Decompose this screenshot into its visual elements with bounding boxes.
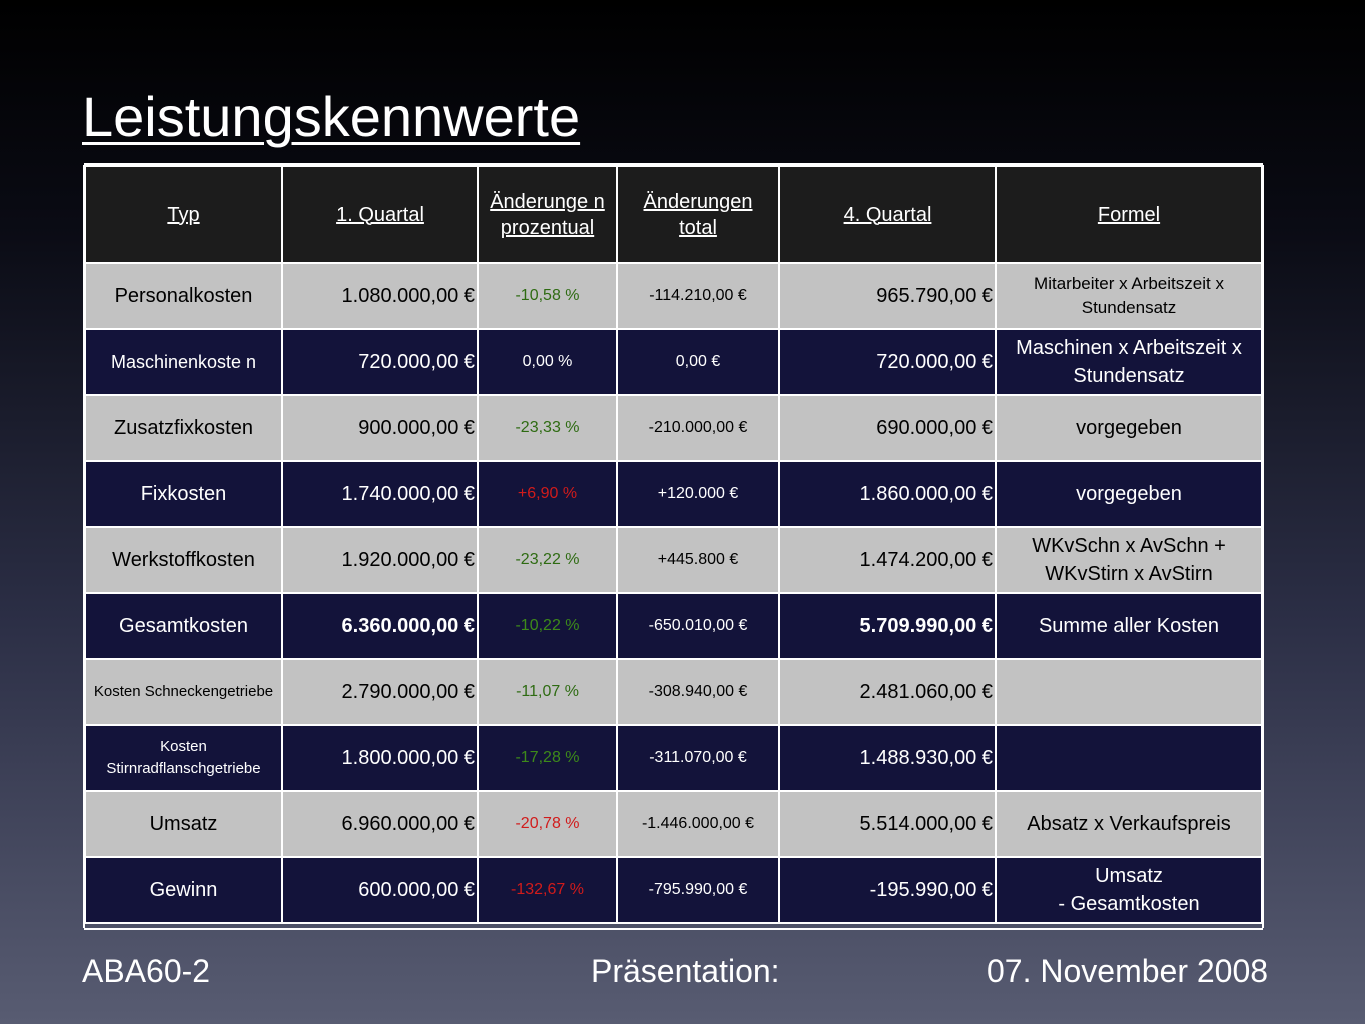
cell-typ: Werkstoffkosten [84, 526, 283, 594]
cell-q1: 1.800.000,00 € [281, 724, 479, 792]
footer-course: ABA60-2 [82, 953, 211, 989]
cell-q4: 2.481.060,00 € [778, 658, 997, 726]
slide-title: Leistungskennwerte [82, 85, 581, 148]
cell-typ: Fixkosten [84, 460, 283, 528]
cell-pct: -23,22 % [477, 526, 618, 594]
header-formel: Formel [995, 165, 1263, 264]
table-header-row: Typ 1. Quartal Änderunge n prozentual Än… [84, 165, 1263, 264]
table-row: Gewinn 600.000,00 € -132,67 % -795.990,0… [84, 856, 1263, 924]
footer-date: 07. November 2008 [987, 953, 1269, 989]
table-row: Werkstoffkosten 1.920.000,00 € -23,22 % … [84, 526, 1263, 594]
cell-total: -308.940,00 € [616, 658, 780, 726]
header-typ: Typ [84, 165, 283, 264]
cell-formel: vorgegeben [995, 460, 1263, 528]
formel-line-2: - Gesamtkosten [1058, 893, 1200, 915]
formel-line-1: Umsatz [1095, 865, 1163, 887]
table-row: Zusatzfixkosten 900.000,00 € -23,33 % -2… [84, 394, 1263, 462]
header-pct: Änderunge n prozentual [477, 165, 618, 264]
cell-q4: 5.514.000,00 € [778, 790, 997, 858]
kennwerte-table-wrapper: Typ 1. Quartal Änderunge n prozentual Än… [83, 163, 1264, 930]
cell-q1: 900.000,00 € [281, 394, 479, 462]
cell-formel: Mitarbeiter x Arbeitszeit x Stundensatz [995, 262, 1263, 330]
cell-q1: 1.080.000,00 € [281, 262, 479, 330]
cell-typ: Kosten Schneckengetriebe [84, 658, 283, 726]
cell-formel: WKvSchn x AvSchn + WKvStirn x AvStirn [995, 526, 1263, 594]
cell-total: +120.000 € [616, 460, 780, 528]
cell-q4: 5.709.990,00 € [778, 592, 997, 660]
cell-total: -114.210,00 € [616, 262, 780, 330]
cell-pct: -132,67 % [477, 856, 618, 924]
footer-presentation: Präsentation: [591, 953, 780, 989]
cell-total: 0,00 € [616, 328, 780, 396]
header-q1: 1. Quartal [281, 165, 479, 264]
cell-pct: -10,58 % [477, 262, 618, 330]
cell-q4: 1.488.930,00 € [778, 724, 997, 792]
table-row: Kosten Stirnradflanschgetriebe 1.800.000… [84, 724, 1263, 792]
cell-formel: Umsatz - Gesamtkosten [995, 856, 1263, 924]
cell-pct: +6,90 % [477, 460, 618, 528]
kennwerte-table: Typ 1. Quartal Änderunge n prozentual Än… [84, 165, 1263, 924]
cell-typ: Gewinn [84, 856, 283, 924]
cell-typ: Umsatz [84, 790, 283, 858]
cell-formel [995, 724, 1263, 792]
cell-formel: Maschinen x Arbeitszeit x Stundensatz [995, 328, 1263, 396]
table-row: Personalkosten 1.080.000,00 € -10,58 % -… [84, 262, 1263, 330]
cell-pct: -17,28 % [477, 724, 618, 792]
cell-typ: Zusatzfixkosten [84, 394, 283, 462]
table-row: Kosten Schneckengetriebe 2.790.000,00 € … [84, 658, 1263, 726]
header-q4: 4. Quartal [778, 165, 997, 264]
cell-q4: 690.000,00 € [778, 394, 997, 462]
cell-q1: 2.790.000,00 € [281, 658, 479, 726]
cell-q1: 6.960.000,00 € [281, 790, 479, 858]
cell-formel [995, 658, 1263, 726]
table-row: Fixkosten 1.740.000,00 € +6,90 % +120.00… [84, 460, 1263, 528]
cell-pct: 0,00 % [477, 328, 618, 396]
cell-total: -210.000,00 € [616, 394, 780, 462]
cell-pct: -10,22 % [477, 592, 618, 660]
cell-q1: 600.000,00 € [281, 856, 479, 924]
cell-typ: Personalkosten [84, 262, 283, 330]
cell-q1: 1.920.000,00 € [281, 526, 479, 594]
cell-typ: Kosten Stirnradflanschgetriebe [84, 724, 283, 792]
header-total: Änderungen total [616, 165, 780, 264]
cell-q1: 6.360.000,00 € [281, 592, 479, 660]
cell-typ: Maschinenkoste n [84, 328, 283, 396]
cell-typ: Gesamtkosten [84, 592, 283, 660]
cell-total: -650.010,00 € [616, 592, 780, 660]
cell-formel: Summe aller Kosten [995, 592, 1263, 660]
cell-q4: -195.990,00 € [778, 856, 997, 924]
cell-pct: -23,33 % [477, 394, 618, 462]
cell-q4: 720.000,00 € [778, 328, 997, 396]
cell-q4: 965.790,00 € [778, 262, 997, 330]
cell-total: -795.990,00 € [616, 856, 780, 924]
cell-q1: 720.000,00 € [281, 328, 479, 396]
cell-total: -311.070,00 € [616, 724, 780, 792]
table-row: Maschinenkoste n 720.000,00 € 0,00 % 0,0… [84, 328, 1263, 396]
cell-q4: 1.860.000,00 € [778, 460, 997, 528]
cell-formel: Absatz x Verkaufspreis [995, 790, 1263, 858]
cell-q4: 1.474.200,00 € [778, 526, 997, 594]
table-row: Umsatz 6.960.000,00 € -20,78 % -1.446.00… [84, 790, 1263, 858]
cell-q1: 1.740.000,00 € [281, 460, 479, 528]
table-row: Gesamtkosten 6.360.000,00 € -10,22 % -65… [84, 592, 1263, 660]
cell-total: +445.800 € [616, 526, 780, 594]
cell-formel: vorgegeben [995, 394, 1263, 462]
cell-total: -1.446.000,00 € [616, 790, 780, 858]
cell-pct: -11,07 % [477, 658, 618, 726]
cell-pct: -20,78 % [477, 790, 618, 858]
